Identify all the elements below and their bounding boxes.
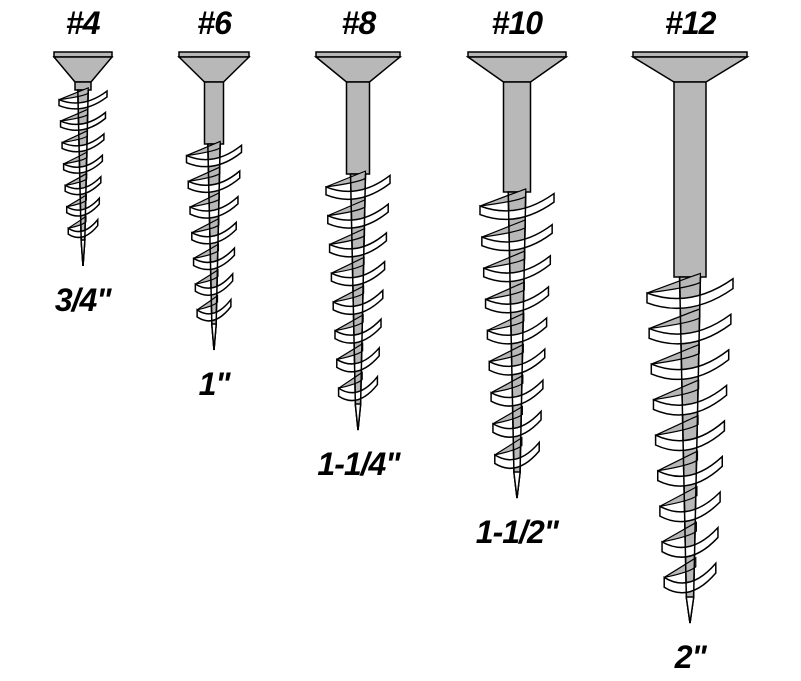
screw-size-label: #4 (66, 5, 100, 42)
screw-size-label: #12 (665, 5, 715, 42)
screw-length-label: 3/4" (55, 282, 111, 319)
screw-illustration (628, 50, 752, 627)
screw-length-label: 1" (199, 366, 230, 403)
screw-size-label: #10 (492, 5, 542, 42)
screw-column: #12 2" (628, 5, 752, 676)
screw-column: #6 1" (174, 5, 254, 403)
screw-column: #10 1-1/2" (463, 5, 571, 551)
screw-illustration (49, 50, 117, 270)
screw-size-label: #6 (197, 5, 231, 42)
screw-length-label: 2" (675, 639, 706, 676)
screw-size-chart: #4 3/4" #6 1" #8 1-1/4" #10 1-1/2" #12 2" (0, 0, 801, 681)
screw-length-label: 1-1/2" (476, 514, 558, 551)
screw-illustration (463, 50, 571, 502)
screw-column: #8 1-1/4" (311, 5, 405, 483)
screw-column: #4 3/4" (49, 5, 117, 319)
screw-illustration (311, 50, 405, 434)
screw-illustration (174, 50, 254, 354)
screw-size-label: #8 (342, 5, 376, 42)
screw-length-label: 1-1/4" (317, 446, 399, 483)
